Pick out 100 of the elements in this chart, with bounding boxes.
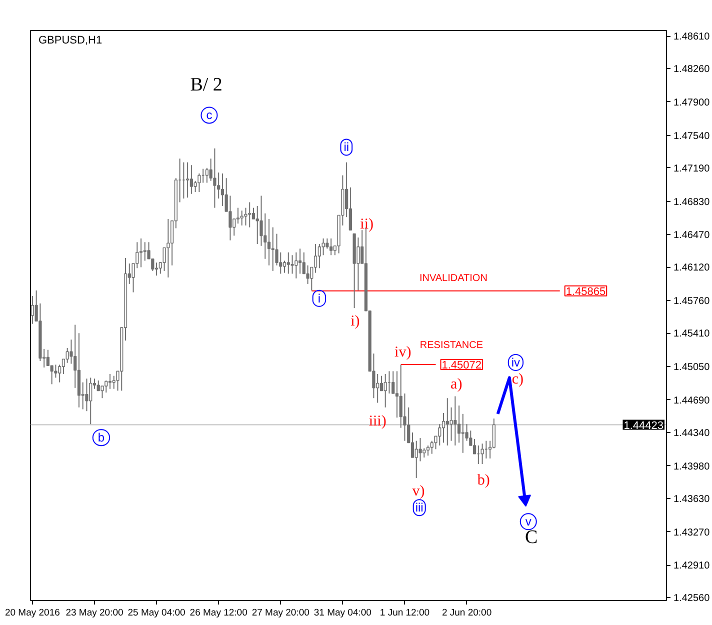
x-tick-label: 26 May 12:00 <box>190 608 248 618</box>
candlestick <box>271 226 274 272</box>
candlestick <box>395 370 399 418</box>
candlestick <box>438 424 442 446</box>
annotation: iv <box>511 355 520 370</box>
y-tick-label: 1.44340 <box>674 428 710 439</box>
candlestick <box>30 296 34 324</box>
candlestick <box>294 252 298 279</box>
candlestick <box>108 373 112 390</box>
candlestick <box>139 238 143 268</box>
y-tick-label: 1.44690 <box>674 395 710 406</box>
candlestick <box>198 172 201 193</box>
candlestick <box>290 254 294 274</box>
annotation: c <box>206 108 212 122</box>
candlestick <box>480 443 484 465</box>
candlestick <box>414 440 418 478</box>
candlestick <box>392 370 395 394</box>
x-tick-label: 25 May 04:00 <box>128 608 186 618</box>
candlestick <box>422 448 426 458</box>
candlestick <box>282 260 286 274</box>
annotation: B/ 2 <box>190 74 222 96</box>
candlestick <box>89 377 92 425</box>
x-tick-label: 20 May 2016 <box>4 608 60 618</box>
x-tick-label: 1 Jun 12:00 <box>380 608 430 618</box>
candlestick <box>186 162 190 198</box>
y-tick-label: 1.45760 <box>674 296 710 308</box>
y-tick-label: 1.47190 <box>674 163 710 174</box>
candlestick <box>112 375 116 390</box>
y-tick-label: 1.42910 <box>674 560 710 572</box>
candlestick <box>418 438 422 462</box>
annotation: b <box>98 430 105 445</box>
candlestick <box>376 373 380 404</box>
annotation: iv) <box>394 344 412 360</box>
candlestick <box>348 186 352 231</box>
data-label: 1.45865 <box>566 286 606 298</box>
annotation: RESISTANCE <box>420 340 484 352</box>
y-tick-label: 1.42560 <box>674 593 710 604</box>
x-tick-label: 23 May 20:00 <box>66 608 124 618</box>
annotation: a) <box>450 376 462 393</box>
ref-line-label: 1.44423 <box>624 420 664 432</box>
candlestick <box>306 264 310 284</box>
annotation: iii) <box>368 414 386 430</box>
y-tick-label: 1.46120 <box>674 262 710 274</box>
annotation: iii <box>415 500 424 515</box>
candlestick <box>326 238 329 250</box>
candlestick <box>85 378 88 412</box>
x-tick-label: 27 May 20:00 <box>252 608 310 618</box>
candlestick <box>154 262 158 276</box>
annotation: i <box>318 291 321 306</box>
annotation: c) <box>512 372 524 388</box>
y-tick-label: 1.45410 <box>674 328 710 340</box>
y-tick-label: 1.48610 <box>674 32 710 43</box>
candlestick <box>267 218 271 266</box>
candlestick <box>426 444 430 456</box>
y-tick-label: 1.47540 <box>674 130 710 142</box>
candlestick <box>217 172 220 200</box>
candlestick <box>380 375 384 392</box>
candlestick <box>190 164 193 194</box>
candlestick <box>252 207 256 220</box>
candlestick <box>472 438 476 454</box>
candlestick <box>356 237 360 291</box>
candlestick <box>492 418 496 449</box>
candlestick <box>286 252 290 274</box>
y-tick-label: 1.43980 <box>674 461 710 472</box>
y-tick-label: 1.46470 <box>674 230 710 242</box>
annotation: i) <box>350 313 360 330</box>
candlestick <box>264 212 267 260</box>
candlestick <box>318 244 321 269</box>
candlestick <box>457 405 461 444</box>
annotation: ii) <box>360 216 374 232</box>
candlestick <box>430 440 434 454</box>
y-tick-label: 1.48260 <box>674 64 710 76</box>
annotation: v <box>525 514 532 529</box>
x-tick-label: 31 May 04:00 <box>314 608 372 618</box>
candlestick <box>298 248 302 274</box>
y-tick-label: 1.45050 <box>674 362 710 374</box>
y-tick-label: 1.43270 <box>674 527 710 538</box>
y-tick-label: 1.43630 <box>674 494 710 505</box>
data-label: 1.45072 <box>442 360 482 372</box>
annotation: INVALIDATION <box>419 272 488 284</box>
candlestick <box>454 396 457 446</box>
annotation: b) <box>477 472 490 489</box>
candlestick <box>205 167 209 184</box>
annotation: ii <box>344 140 350 154</box>
candlestick <box>166 218 170 278</box>
candlestick <box>446 398 449 446</box>
candlestick <box>236 207 240 224</box>
candlestick <box>384 373 387 408</box>
candlestick <box>96 380 100 392</box>
candlestick <box>143 242 146 262</box>
candlestick <box>248 202 252 228</box>
candlestick <box>442 412 446 444</box>
candlestick <box>213 148 216 208</box>
candlestick <box>329 238 333 256</box>
candlestick <box>104 380 108 394</box>
candlestick <box>228 195 232 241</box>
chart-title: GBPUSD,H1 <box>38 34 102 46</box>
candlestick <box>461 413 464 454</box>
annotation: v) <box>412 484 425 500</box>
y-tick-label: 1.47900 <box>674 97 710 108</box>
